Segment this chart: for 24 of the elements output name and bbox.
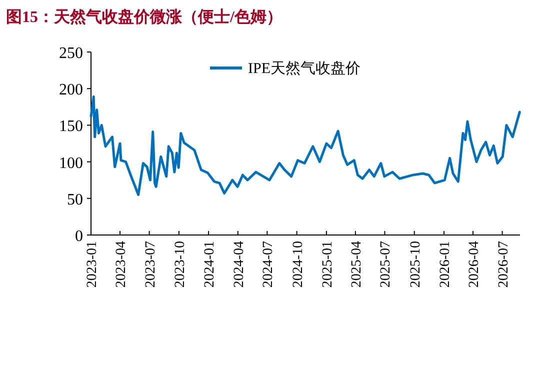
x-tick-label: 2025-07 xyxy=(378,241,394,288)
x-tick-label: 2025-04 xyxy=(349,241,364,288)
x-tick-label: 2023-10 xyxy=(172,241,188,288)
legend-label: IPE天然气收盘价 xyxy=(248,60,360,77)
y-tick-label: 100 xyxy=(59,154,83,172)
x-tick-label: 2025-10 xyxy=(408,241,424,288)
x-tick-label: 2024-10 xyxy=(290,241,306,288)
x-tick-label: 2026-07 xyxy=(496,241,512,288)
line-series xyxy=(90,95,521,196)
x-tick-label: 2026-01 xyxy=(438,241,453,288)
x-tick-label: 2026-04 xyxy=(466,241,482,288)
chart-title: 图15：天然气收盘价微涨（便士/色姆） xyxy=(6,8,282,26)
x-tick-label: 2024-04 xyxy=(232,241,247,288)
y-tick-label: 150 xyxy=(59,118,83,136)
y-tick-label: 0 xyxy=(75,228,83,245)
y-tick-label: 50 xyxy=(67,191,83,208)
x-tick-label: 2023-01 xyxy=(85,241,100,288)
x-tick-label: 2025-01 xyxy=(320,241,336,288)
x-tick-label: 2023-07 xyxy=(143,241,158,288)
x-tick-label: 2024-01 xyxy=(202,241,218,288)
y-tick-label: 250 xyxy=(59,45,83,62)
x-tick-label: 2023-04 xyxy=(114,241,129,288)
y-tick-label: 200 xyxy=(59,82,83,99)
x-tick-label: 2024-07 xyxy=(261,241,276,288)
